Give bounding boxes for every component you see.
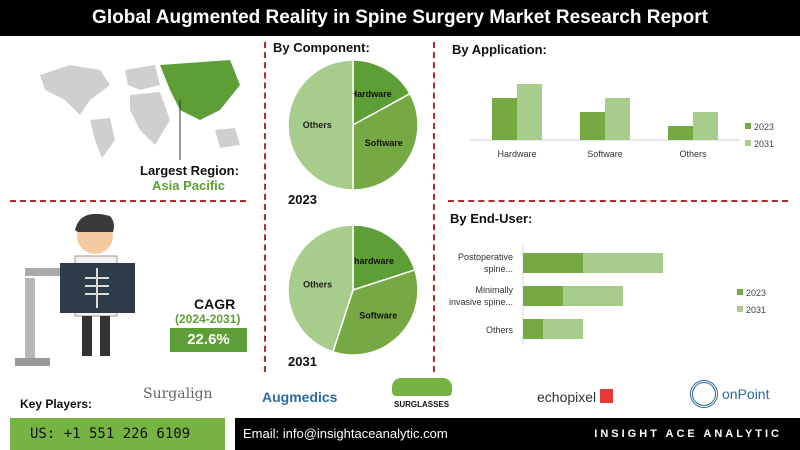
logo-surglasses-icon xyxy=(392,378,452,396)
bar-2023 xyxy=(492,98,517,140)
bar-2023 xyxy=(523,286,563,306)
legend-label: 2031 xyxy=(754,139,774,149)
logo-echopixel-icon xyxy=(600,389,613,403)
pie-slice-label: Software xyxy=(365,138,403,148)
x-tick-label: Others xyxy=(679,149,707,159)
y-tick-label: Others xyxy=(486,325,514,335)
pie-slice xyxy=(352,224,416,292)
component-pie-charts: Hardware Software Others hardware Software Ot… xyxy=(287,59,419,356)
pie-2023-title: 2023 xyxy=(288,192,317,207)
legend-label: 2023 xyxy=(746,288,766,298)
cagr-period: (2024-2031) xyxy=(175,312,241,326)
pie-slice xyxy=(352,92,419,191)
logo-onpoint-icon xyxy=(690,380,718,408)
logo-onpoint: onPoint xyxy=(722,386,770,402)
email: Email: info@insightaceanalytic.com xyxy=(243,426,448,441)
bar-2031 xyxy=(583,253,663,273)
divider xyxy=(10,200,246,202)
legend-swatch xyxy=(745,123,751,129)
bar-2023 xyxy=(668,126,693,140)
divider xyxy=(433,42,435,372)
divider xyxy=(264,42,266,372)
bar-2031 xyxy=(563,286,623,306)
pie-slice-label: Software xyxy=(359,310,397,320)
bar-2031 xyxy=(543,319,583,339)
y-tick-label: Minimally xyxy=(475,285,513,295)
logo-augmedics: Augmedics xyxy=(262,389,338,405)
logo-echopixel: echopixel xyxy=(537,389,597,405)
y-tick-label: invasive spine... xyxy=(449,297,513,307)
x-tick-label: Hardware xyxy=(497,149,536,159)
bar-2023 xyxy=(523,319,543,339)
pie-slice-label: Others xyxy=(303,120,332,130)
largest-region-label: Largest Region: xyxy=(140,163,239,178)
y-tick-label: spine... xyxy=(484,264,513,274)
phone-number: US: +1 551 226 6109 xyxy=(10,418,225,450)
doctor-xray-illustration xyxy=(15,213,135,366)
bar-2031 xyxy=(517,84,542,140)
legend-label: 2023 xyxy=(754,122,774,132)
logo-surglasses: SURGLASSES xyxy=(394,400,450,409)
pie-slice xyxy=(287,59,354,191)
pie-slice xyxy=(287,224,354,353)
report-title: Global Augmented Reality in Spine Surger… xyxy=(0,0,800,36)
application-heading: By Application: xyxy=(452,42,547,57)
brand-name: INSIGHT ACE ANALYTIC xyxy=(594,428,782,440)
x-tick-label: Software xyxy=(587,149,623,159)
bar-2023 xyxy=(580,112,605,140)
logo-surgalign: Surgalign xyxy=(143,386,213,402)
bar-2023 xyxy=(523,253,583,273)
pie-slice-label: Others xyxy=(303,279,332,289)
pie-slice xyxy=(352,59,411,127)
legend-label: 2031 xyxy=(746,305,766,315)
end-user-heading: By End-User: xyxy=(450,211,533,226)
pie-slice xyxy=(331,268,419,356)
end-user-bar-chart: Postoperative spine... Minimally invasive s… xyxy=(449,245,766,345)
bar-2031 xyxy=(605,98,630,140)
y-tick-label: Postoperative xyxy=(458,252,513,262)
pie-slice-label: Hardware xyxy=(351,89,392,99)
legend-swatch xyxy=(737,306,743,312)
footer-bar: Email: info@insightaceanalytic.com INSIG… xyxy=(235,418,800,450)
cagr-value: 22.6% xyxy=(170,328,247,352)
application-bar-chart: Hardware Software Others 2023 2031 xyxy=(470,84,774,159)
pie-slice-label: hardware xyxy=(354,256,394,266)
divider xyxy=(448,200,788,202)
cagr-label: CAGR xyxy=(194,296,236,312)
key-players-label: Key Players: xyxy=(20,397,93,411)
legend-swatch xyxy=(745,140,751,146)
pie-2031-title: 2031 xyxy=(288,354,317,369)
largest-region-value: Asia Pacific xyxy=(152,178,225,193)
component-heading: By Component: xyxy=(273,40,370,55)
world-map-icon xyxy=(40,60,240,160)
bar-2031 xyxy=(693,112,718,140)
legend-swatch xyxy=(737,289,743,295)
